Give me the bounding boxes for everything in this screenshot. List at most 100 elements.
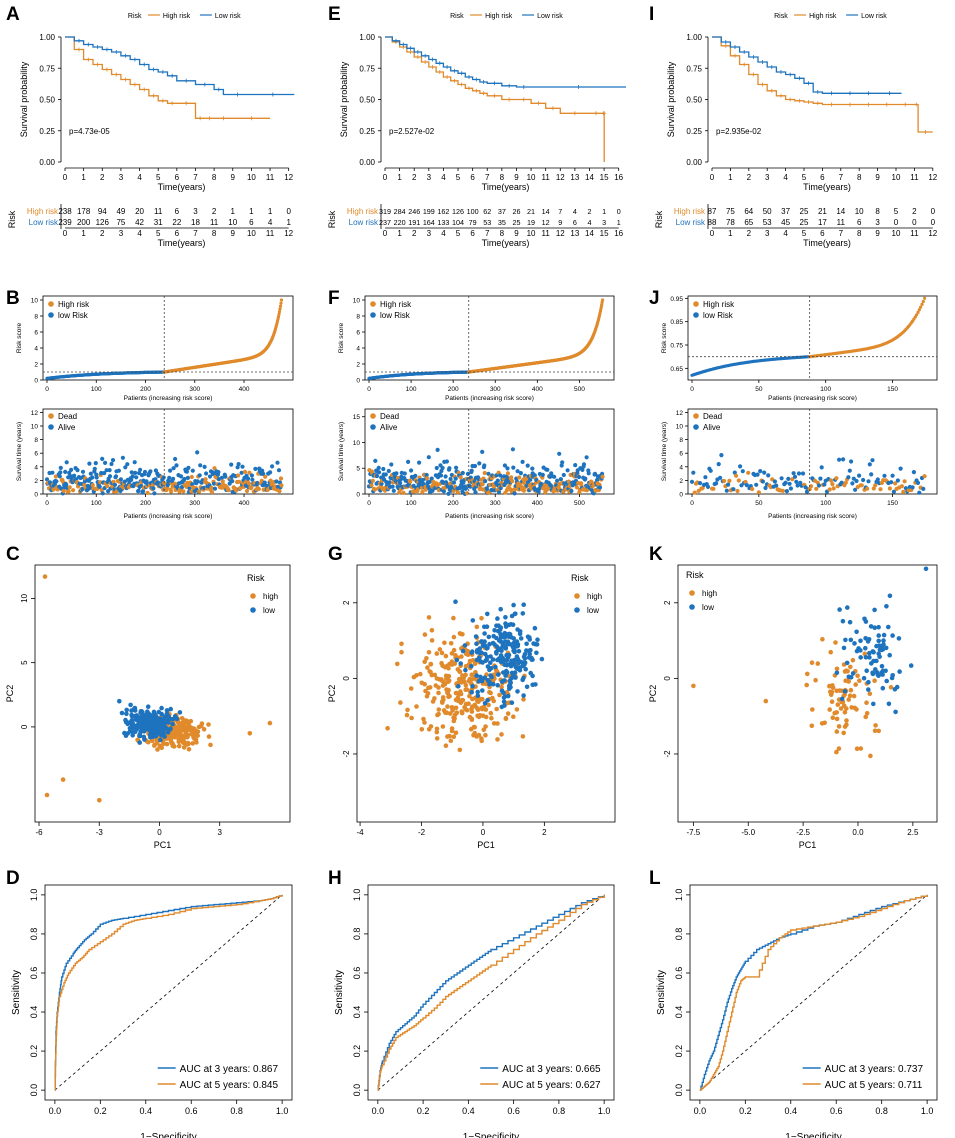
risk-count-low: 133 bbox=[437, 218, 449, 227]
x-tick-label: 1.0 bbox=[921, 1106, 934, 1116]
pca-point-low bbox=[834, 670, 840, 676]
pca-point-high bbox=[449, 726, 455, 731]
pca-plot-k: -7.5 -5.0 -2.5 0.0 2.5 -2 0 2 PC1 PC2 Risk high low bbox=[648, 564, 938, 850]
y-tick-label: 10 bbox=[31, 298, 39, 305]
survival-point bbox=[263, 474, 268, 479]
survival-point bbox=[406, 459, 411, 464]
pca-point-outlier bbox=[763, 698, 769, 704]
survival-point bbox=[447, 466, 452, 471]
pca-point-low bbox=[856, 646, 861, 651]
km-curve-high bbox=[712, 36, 933, 133]
survival-point bbox=[390, 484, 395, 489]
censor-mark bbox=[142, 87, 147, 92]
risk-count-high: 49 bbox=[116, 207, 125, 216]
pca-point-high bbox=[864, 711, 870, 716]
pca-point-high bbox=[854, 746, 860, 751]
pca-point-low bbox=[843, 637, 848, 643]
censor-mark bbox=[806, 100, 811, 104]
x-tick-label: 12 bbox=[928, 173, 937, 182]
legend-title: Risk bbox=[247, 573, 265, 583]
survival-point bbox=[714, 481, 719, 486]
risk-count-high: 1 bbox=[268, 207, 273, 216]
legend-5y-label: AUC at 5 years: 0.845 bbox=[180, 1080, 279, 1091]
y-tick-label: 0.8 bbox=[674, 928, 684, 941]
pca-point-low bbox=[863, 619, 869, 624]
pca-point-high bbox=[398, 700, 403, 705]
survival-point bbox=[583, 476, 588, 481]
roc-plot-h: 0.0 0.0 0.2 0.2 0.4 0.4 0.6 0.6 0.8 0.8 1.0 1.0 1−Sp… bbox=[334, 884, 615, 1138]
survival-point bbox=[703, 475, 708, 480]
pca-point-high bbox=[467, 677, 472, 683]
pca-point-high bbox=[511, 714, 516, 719]
pca-point-high bbox=[455, 695, 461, 700]
x-tick-label: 4 bbox=[783, 173, 788, 182]
survival-point bbox=[458, 475, 463, 480]
y-tick-label: 0 bbox=[34, 378, 38, 385]
time-frame bbox=[42, 408, 294, 495]
censor-mark bbox=[751, 55, 756, 59]
pca-point-high bbox=[483, 732, 488, 738]
survival-point bbox=[277, 489, 282, 494]
km-plot-i: Risk High risk Low risk 0.00 0.25 0.50 0.75 1.0… bbox=[654, 13, 938, 248]
pca-point-low bbox=[498, 646, 503, 651]
censor-mark bbox=[184, 78, 189, 83]
legend-high-label: High risk bbox=[809, 13, 837, 20]
km-curve-low bbox=[385, 36, 626, 88]
survival-point bbox=[565, 468, 570, 473]
survival-point bbox=[90, 483, 95, 488]
pca-point-high bbox=[441, 697, 446, 703]
survival-point bbox=[850, 481, 855, 486]
pca-point-high bbox=[170, 743, 175, 749]
pca-point-high bbox=[828, 649, 833, 655]
pca-point-low bbox=[890, 633, 895, 638]
survival-point bbox=[216, 470, 221, 475]
x-tick-label: 0.6 bbox=[830, 1106, 843, 1116]
pca-point-high bbox=[422, 720, 427, 725]
x-tick-label: 9 bbox=[231, 173, 236, 182]
survival-point bbox=[168, 468, 173, 473]
survival-point bbox=[54, 479, 59, 484]
censor-mark bbox=[733, 45, 737, 49]
risk-row-low-label: Low risk bbox=[29, 218, 59, 227]
pca-point-low bbox=[482, 643, 488, 649]
risk-count-low: 0 bbox=[894, 218, 899, 227]
survival-point bbox=[195, 450, 200, 455]
pca-point-low bbox=[470, 683, 475, 689]
x-tick-label: 300 bbox=[490, 500, 501, 507]
survival-point bbox=[882, 473, 887, 478]
pca-point-low bbox=[848, 637, 854, 643]
censor-mark bbox=[797, 76, 802, 81]
risk-count-high: 20 bbox=[135, 207, 144, 216]
survival-point bbox=[482, 463, 487, 468]
survival-point bbox=[910, 485, 915, 490]
survival-point bbox=[401, 490, 406, 495]
y-tick-label: 0.50 bbox=[39, 96, 55, 105]
survival-point bbox=[249, 485, 254, 490]
risk-score-point bbox=[277, 310, 282, 314]
pca-point-low bbox=[893, 709, 898, 715]
pca-point-high bbox=[424, 656, 429, 661]
survival-point bbox=[482, 470, 487, 476]
survival-point bbox=[829, 478, 834, 483]
survival-point bbox=[260, 468, 265, 473]
censor-mark bbox=[806, 81, 811, 86]
risk-table-x-tick: 11 bbox=[910, 229, 919, 238]
pca-point-low bbox=[485, 611, 490, 617]
y-tick-label: 2 bbox=[679, 478, 683, 485]
pca-point-low bbox=[149, 713, 154, 718]
survival-point bbox=[197, 473, 202, 478]
pca-point-high bbox=[809, 723, 815, 729]
y-tick-label: 0.75 bbox=[670, 343, 683, 350]
pca-point-high bbox=[855, 673, 860, 679]
survival-point bbox=[787, 481, 792, 486]
censor-mark bbox=[733, 53, 737, 58]
x-axis-label: Patients (increasing risk score) bbox=[124, 513, 213, 520]
y-tick-label: 1.00 bbox=[686, 33, 702, 42]
pca-point-low bbox=[170, 721, 175, 727]
survival-point bbox=[454, 465, 459, 470]
survival-point bbox=[460, 470, 465, 476]
x-tick-label: 1 bbox=[397, 173, 402, 182]
survival-point bbox=[97, 484, 102, 489]
survival-point bbox=[735, 488, 740, 494]
risk-count-low: 0 bbox=[912, 218, 917, 227]
